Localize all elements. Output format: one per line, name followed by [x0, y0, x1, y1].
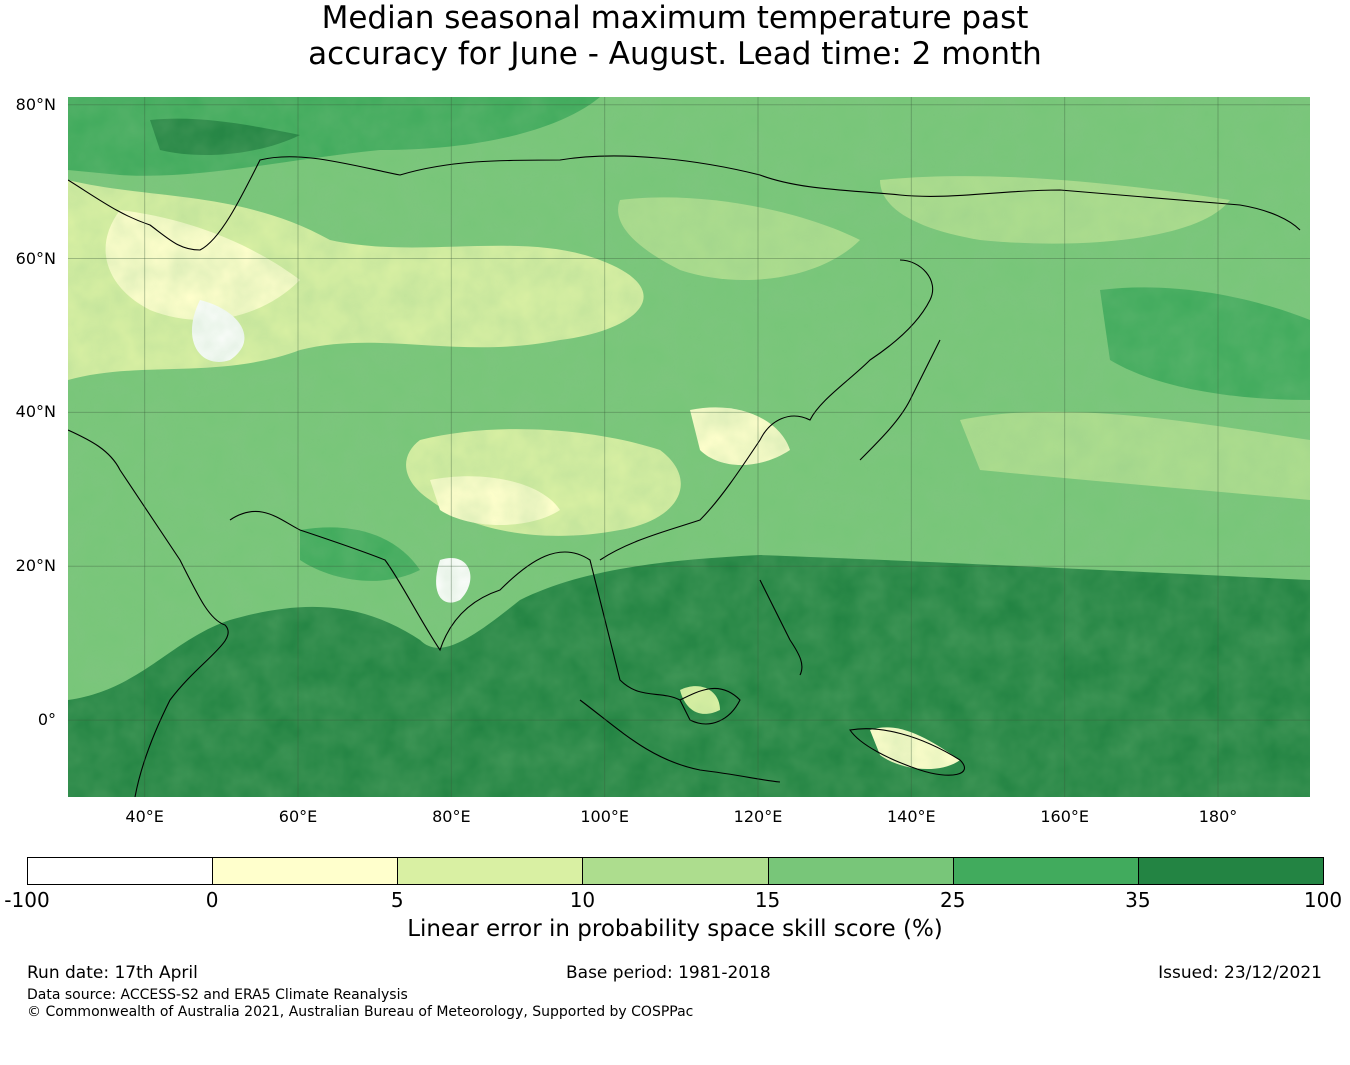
- colorbar-tick-label: 100: [1303, 888, 1343, 912]
- lat-label: 20°N: [15, 556, 56, 576]
- lon-label: 100°E: [580, 807, 629, 826]
- colorbar-segment: [582, 857, 769, 885]
- coastline-south-asia: [229, 510, 681, 701]
- colorbar-segment: [767, 857, 954, 885]
- colorbar-label: Linear error in probability space skill …: [407, 916, 943, 942]
- coastline-philippines: [759, 579, 803, 676]
- colorbar-tick-label: 35: [1125, 888, 1151, 912]
- coastlines: [68, 155, 1301, 797]
- lat-label: 80°N: [15, 94, 56, 114]
- coastline-japan: [859, 339, 941, 461]
- lon-label: 140°E: [887, 807, 936, 826]
- graticule: [68, 97, 1310, 797]
- lon-label: 80°E: [432, 807, 471, 826]
- lon-label: 60°E: [278, 807, 318, 826]
- coastline-new-guinea: [849, 728, 966, 776]
- run-date: Run date: 17th April: [27, 963, 198, 983]
- copyright: © Commonwealth of Australia 2021, Austra…: [27, 1004, 694, 1020]
- skill-score-map: [68, 97, 1310, 797]
- base-period: Base period: 1981-2018: [566, 963, 771, 983]
- lat-label: 40°N: [15, 402, 56, 422]
- map-field: [68, 97, 1310, 797]
- colorbar-tick-label: -100: [4, 888, 50, 912]
- colorbar-tick-label: 0: [205, 888, 219, 912]
- lat-label: 60°N: [15, 248, 56, 268]
- coastline-sumatra-java: [579, 699, 781, 783]
- colorbar-segment: [397, 857, 584, 885]
- lon-label: 160°E: [1040, 807, 1089, 826]
- colorbar-tick-label: 10: [569, 888, 596, 912]
- colorbar-segment: [1137, 857, 1324, 885]
- lat-label: 0°: [37, 710, 56, 730]
- coastline-africa-arabia: [68, 429, 229, 797]
- issued-date: Issued: 23/12/2021: [1158, 963, 1322, 983]
- lon-label: 180°: [1198, 807, 1238, 826]
- colorbar: [27, 857, 1324, 885]
- colorbar-tick-label: 25: [939, 888, 966, 912]
- colorbar-segment: [952, 857, 1139, 885]
- lon-label: 40°E: [125, 807, 164, 826]
- title-line-1: Median seasonal maximum temperature past: [321, 0, 1029, 36]
- map-title: Median seasonal maximum temperature past…: [0, 0, 1350, 72]
- coastline-borneo: [679, 687, 741, 725]
- colorbar-segment: [212, 857, 399, 885]
- colorbar-tick-label: 15: [754, 888, 781, 912]
- coastline-east-asia: [599, 259, 934, 561]
- lon-label: 120°E: [733, 807, 783, 826]
- colorbar-tick-label: 5: [390, 888, 404, 912]
- coastline-arctic: [68, 155, 1301, 251]
- colorbar-segment: [27, 857, 214, 885]
- field-texture: [68, 97, 1310, 797]
- data-source: Data source: ACCESS-S2 and ERA5 Climate …: [27, 987, 408, 1003]
- title-line-2: accuracy for June - August. Lead time: 2…: [308, 36, 1042, 72]
